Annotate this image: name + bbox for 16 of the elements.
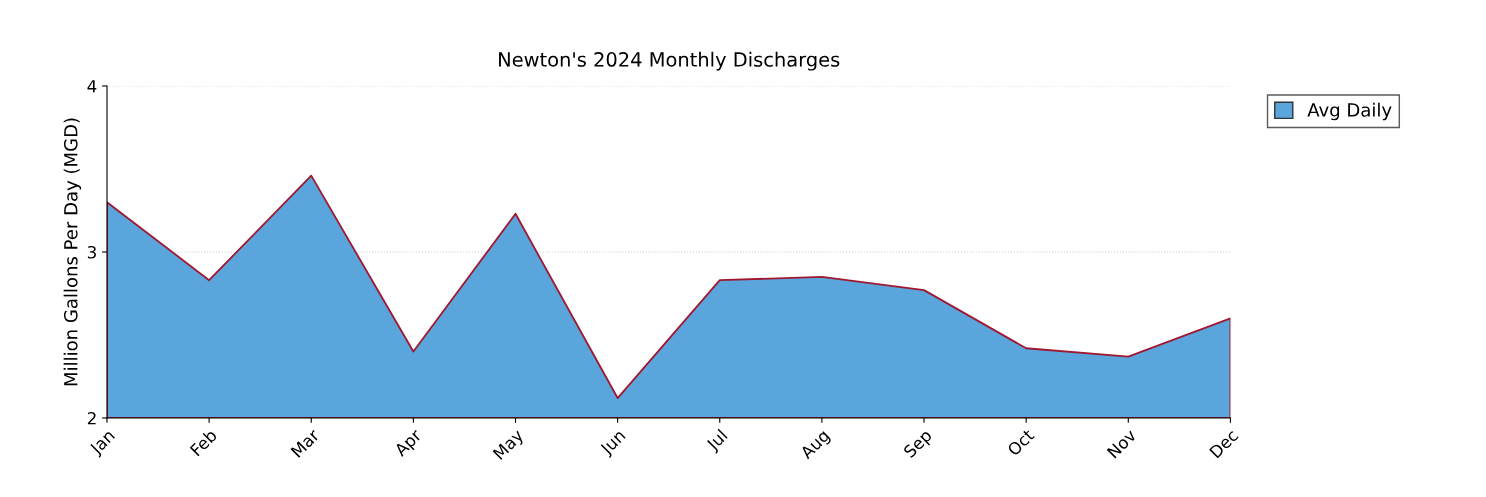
y-tick-label: 2 <box>87 411 96 425</box>
y-tick-label: 4 <box>87 80 97 93</box>
y-tick-label: 3 <box>87 245 96 259</box>
legend-label: Avg Daily <box>1307 102 1392 121</box>
x-tick-label: Sep <box>902 428 935 461</box>
x-tick-label: Mar <box>290 428 321 458</box>
y-axis-title: Million Gallons Per Day (MGD) <box>63 118 82 386</box>
x-tick-label: Jul <box>704 428 730 454</box>
x-tick-label: Feb <box>189 428 218 457</box>
x-tick-label: Apr <box>393 428 425 460</box>
x-tick-label: Oct <box>1006 428 1035 457</box>
x-tick-label: Aug <box>799 429 833 463</box>
chart-title: Newton's 2024 Monthly Discharges <box>499 51 840 71</box>
x-tick-label: Dec <box>1209 428 1239 459</box>
x-tick-label: Jan <box>88 429 118 458</box>
x-tick-label: Jun <box>598 429 628 459</box>
